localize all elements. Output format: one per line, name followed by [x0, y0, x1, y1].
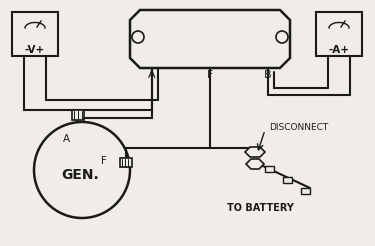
Text: F: F	[101, 156, 107, 166]
Text: -V+: -V+	[25, 45, 45, 55]
Bar	[265, 166, 274, 172]
Bar	[12, 12, 58, 56]
Polygon shape	[245, 147, 265, 157]
Bar	[283, 177, 292, 183]
Circle shape	[132, 31, 144, 43]
Circle shape	[276, 31, 288, 43]
Text: B: B	[264, 70, 272, 80]
Text: -A+: -A+	[328, 45, 350, 55]
Text: A: A	[62, 134, 70, 144]
Polygon shape	[246, 159, 264, 169]
Bar	[301, 188, 310, 194]
Text: F: F	[207, 70, 213, 80]
Bar	[316, 12, 362, 56]
Text: GEN.: GEN.	[61, 168, 99, 182]
Circle shape	[34, 122, 130, 218]
Bar	[72, 110, 84, 120]
Text: DISCONNECT: DISCONNECT	[269, 123, 328, 133]
Bar	[120, 158, 132, 167]
Text: TO BATTERY: TO BATTERY	[226, 203, 293, 213]
Polygon shape	[130, 10, 290, 68]
Text: A: A	[148, 70, 156, 80]
